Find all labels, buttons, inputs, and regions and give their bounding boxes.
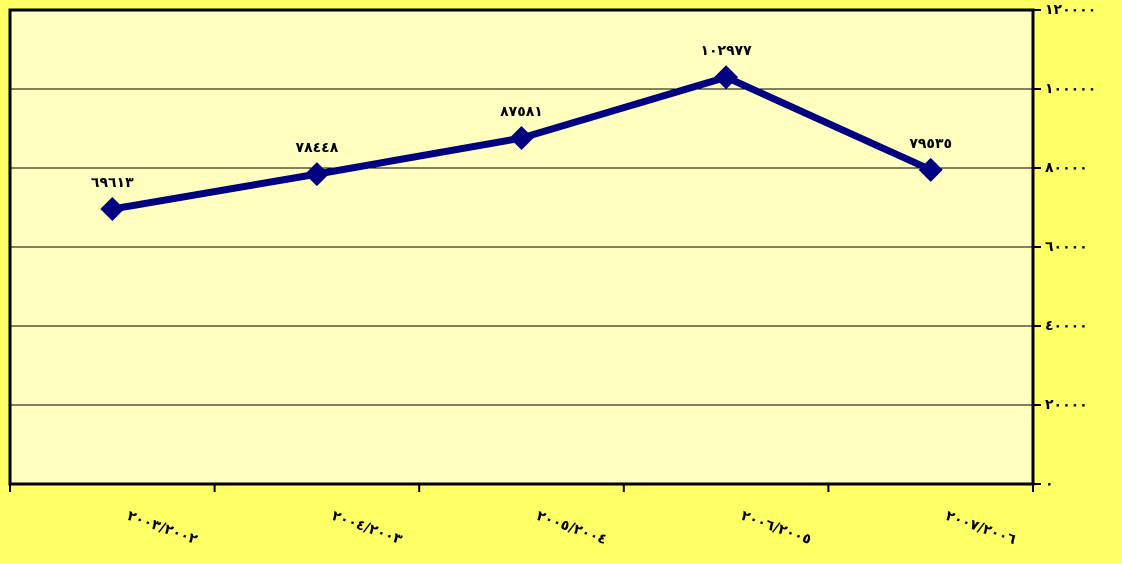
plot-border [8,8,1035,486]
x-tick-label: ٢٠٠٦/٢٠٠٥ [739,508,814,548]
y-tick-label: ٦٠٠٠٠ [1045,239,1088,255]
marker [714,65,739,90]
data-label: ١٠٢٩٧٧ [700,43,752,59]
y-tick-label: ٠ [1045,476,1054,492]
data-label: ٨٧٥٨١ [500,104,543,120]
y-tick-label: ١٠٠٠٠٠ [1045,81,1096,97]
x-tick-label: ٢٠٠٤/٢٠٠٣ [330,508,405,548]
y-tick-label: ٢٠٠٠٠ [1045,397,1088,413]
data-label: ٦٩٦١٣ [91,175,134,191]
y-tick-label: ٨٠٠٠٠ [1045,160,1088,176]
x-tick-label: ٢٠٠٣/٢٠٠٢ [125,508,200,548]
data-label: ٧٩٥٣٥ [909,136,952,152]
data-label: ٧٨٤٤٨ [296,140,339,156]
x-tick-label: ٢٠٠٧/٢٠٠٦ [943,508,1018,548]
y-tick-label: ١٢٠٠٠٠ [1045,2,1096,18]
marker [100,197,125,222]
x-tick-label: ٢٠٠٥/٢٠٠٤ [534,508,609,548]
marker [304,162,329,187]
marker [509,126,534,151]
marker [918,157,943,182]
y-tick-label: ٤٠٠٠٠ [1045,318,1088,334]
